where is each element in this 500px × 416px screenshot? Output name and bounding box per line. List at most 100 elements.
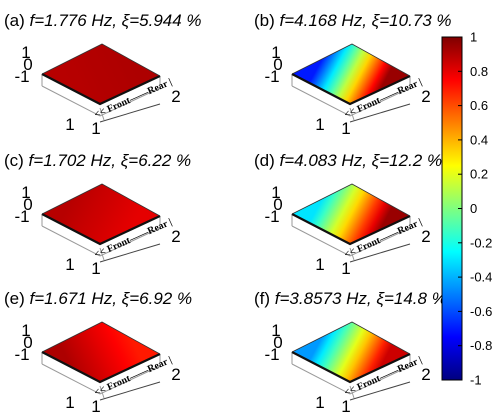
box-grid-line <box>349 385 355 399</box>
panels-layer: (a) f=1.776 Hz, ξ=5.944 %10-1<< Front——R… <box>4 11 452 416</box>
colorbar-tick-label: -0.4 <box>470 270 492 285</box>
z-tick-label: 0 <box>23 333 32 352</box>
z-tick-label: 1 <box>271 183 280 202</box>
box-grid-line <box>291 363 411 395</box>
y-tick-label: 2 <box>171 365 180 384</box>
z-tick-label: 0 <box>273 195 282 214</box>
frequency-label: f=4.083 Hz, <box>280 151 372 170</box>
floor-axis-line <box>99 381 161 401</box>
box-grid-line <box>41 363 161 395</box>
z-tick-label: 1 <box>21 43 30 62</box>
y-tick-label: 2 <box>421 365 430 384</box>
panel-label: (e) <box>4 289 30 308</box>
surface-edge <box>291 213 411 246</box>
panel-title: (a) f=1.776 Hz, ξ=5.944 % <box>4 11 202 30</box>
damping-label: ξ=10.73 % <box>372 11 452 30</box>
damping-label: ξ=12.2 % <box>372 151 442 170</box>
box-grid-line <box>291 85 411 117</box>
frequency-label: f=1.671 Hz, <box>30 289 122 308</box>
box-grid-line <box>99 385 105 399</box>
mode-panel-c: (c) f=1.702 Hz, ξ=6.22 %10-1<< Front——Re… <box>4 151 191 278</box>
panel-title: (e) f=1.671 Hz, ξ=6.92 % <box>4 289 192 308</box>
y-tick-label: 1 <box>91 259 100 278</box>
panel-title: (b) f=4.168 Hz, ξ=10.73 % <box>254 11 452 30</box>
y-tick-label: 1 <box>341 119 350 138</box>
colorbar-tick-label: -1 <box>470 373 482 388</box>
floor-axis-line <box>349 381 411 401</box>
surface-edge <box>41 43 161 77</box>
z-tick-label: 1 <box>21 183 30 202</box>
frequency-label: f=1.776 Hz, <box>30 11 122 30</box>
box-grid-line <box>291 225 411 257</box>
y-tick-label: 2 <box>171 87 180 106</box>
panel-title: (d) f=4.083 Hz, ξ=12.2 % <box>254 151 442 170</box>
damping-label: ξ=5.944 % <box>122 11 202 30</box>
colorbar-tick-label: 0 <box>470 201 477 216</box>
surface-edge <box>291 73 411 106</box>
mode-panel-b: (b) f=4.168 Hz, ξ=10.73 %10-1<< Front——R… <box>254 11 452 138</box>
surface-edge <box>291 183 411 217</box>
z-tick-label: 1 <box>21 321 30 340</box>
y-tick-label: 2 <box>171 227 180 246</box>
colorbar-tick-label: 0.6 <box>470 98 488 113</box>
floor-axis-line <box>99 243 161 263</box>
surface-edge <box>41 351 161 384</box>
z-tick-label: 0 <box>23 55 32 74</box>
colorbar: 1 0.8 0.6 0.4 0.2 0 -0.2 -0.4 -0.6 -0.8 -1 <box>441 30 492 388</box>
z-tick-label: 1 <box>271 321 280 340</box>
z-tick-label: -1 <box>14 207 29 226</box>
box-grid-line <box>99 247 105 261</box>
y-tick-label: 1 <box>341 259 350 278</box>
y-tick-label: 1 <box>91 397 100 416</box>
colorbar-tick-label: 0.2 <box>470 167 488 182</box>
floor-axis-line <box>349 103 411 123</box>
colorbar-tick-label: 0.4 <box>470 132 488 147</box>
surface-edge <box>41 183 161 217</box>
frequency-label: f=1.702 Hz, <box>29 151 121 170</box>
box-grid-line <box>99 107 105 121</box>
mode-panel-d: (d) f=4.083 Hz, ξ=12.2 %10-1<< Front——Re… <box>254 151 442 278</box>
mode-panel-a: (a) f=1.776 Hz, ξ=5.944 %10-1<< Front——R… <box>4 11 202 138</box>
surface-edge <box>291 43 411 77</box>
z-tick-label: 1 <box>271 43 280 62</box>
panel-label: (d) <box>254 151 280 170</box>
y-tick-label: 1 <box>91 119 100 138</box>
damping-label: ξ=14.8 % <box>376 289 446 308</box>
damping-label: ξ=6.22 % <box>121 151 191 170</box>
z-tick-label: 0 <box>273 333 282 352</box>
colorbar-tick-label: 1 <box>470 30 477 45</box>
colorbar-tick-label: -0.2 <box>470 235 492 250</box>
x-tick-label: 1 <box>65 255 74 274</box>
y-tick-label: 1 <box>341 397 350 416</box>
panel-label: (a) <box>4 11 30 30</box>
x-tick-label: 1 <box>65 393 74 412</box>
panel-label: (c) <box>4 151 29 170</box>
box-grid-line <box>349 247 355 261</box>
x-tick-label: 1 <box>315 115 324 134</box>
box-grid-line <box>41 225 161 257</box>
z-tick-label: -1 <box>264 67 279 86</box>
box-grid-line <box>41 85 161 117</box>
x-tick-label: 1 <box>65 115 74 134</box>
colorbar-tick-label: 0.8 <box>470 64 488 79</box>
surface-edge <box>291 351 411 384</box>
frequency-label: f=3.8573 Hz, <box>275 289 377 308</box>
damping-label: ξ=6.92 % <box>122 289 192 308</box>
y-tick-label: 2 <box>421 227 430 246</box>
y-tick-label: 2 <box>421 87 430 106</box>
z-tick-label: -1 <box>264 207 279 226</box>
z-tick-label: -1 <box>14 345 29 364</box>
z-tick-label: -1 <box>264 345 279 364</box>
surface-edge <box>41 321 161 355</box>
panel-label: (f) <box>254 289 275 308</box>
surface-edge <box>291 321 411 355</box>
z-tick-label: 0 <box>23 195 32 214</box>
colorbar-tick-label: -0.6 <box>470 304 492 319</box>
panel-title: (f) f=3.8573 Hz, ξ=14.8 % <box>254 289 447 308</box>
surface-edge <box>41 73 161 106</box>
box-grid-line <box>349 107 355 121</box>
z-tick-label: 0 <box>273 55 282 74</box>
mode-panel-f: (f) f=3.8573 Hz, ξ=14.8 %10-1<< Front——R… <box>254 289 447 416</box>
panel-label: (b) <box>254 11 280 30</box>
x-tick-label: 1 <box>315 393 324 412</box>
